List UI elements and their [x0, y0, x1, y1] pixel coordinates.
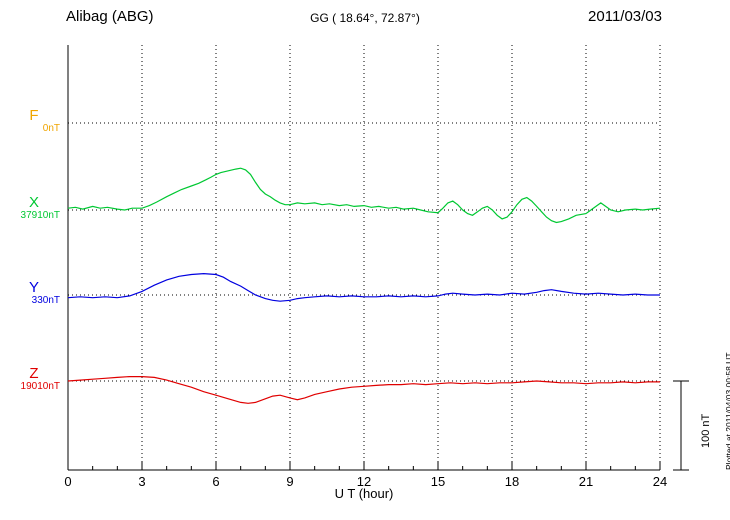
channel-Y: Y 330nT — [8, 280, 60, 306]
x-tick-label-24: 24 — [653, 474, 667, 489]
geographic-coordinates: GG ( 18.64°, 72.87°) — [310, 11, 420, 25]
channel-F: F 0nT — [8, 108, 60, 134]
channel-F-baseline: 0nT — [42, 123, 60, 134]
observation-date: 2011/03/03 — [588, 8, 662, 25]
channel-Y-baseline: 330nT — [31, 295, 60, 306]
x-tick-label-15: 15 — [431, 474, 445, 489]
channel-Z: Z 19010nT — [8, 366, 60, 392]
x-tick-label-3: 3 — [138, 474, 145, 489]
plotted-at-note: Plotted at 2011/04/03 00:58 UT — [724, 352, 730, 470]
x-tick-label-0: 0 — [64, 474, 71, 489]
channel-X-baseline: 37910nT — [20, 210, 60, 221]
scale-bar-label: 100 nT — [700, 413, 712, 448]
x-tick-label-6: 6 — [212, 474, 219, 489]
trace-Y — [67, 272, 660, 302]
channel-Y-label: Y — [28, 279, 39, 296]
channel-Z-baseline: 19010nT — [20, 381, 60, 392]
x-tick-label-12: 12 — [357, 474, 371, 489]
x-tick-label-21: 21 — [579, 474, 593, 489]
x-tick-label-18: 18 — [505, 474, 519, 489]
x-axis-label: U T (hour) — [334, 486, 394, 501]
x-tick-label-9: 9 — [286, 474, 293, 489]
station-title: Alibag (ABG) — [66, 8, 154, 25]
trace-X — [67, 167, 661, 224]
channel-X-label: X — [28, 194, 39, 211]
channel-Z-label: Z — [29, 365, 39, 382]
channel-X: X 37910nT — [8, 195, 60, 221]
channel-F-label: F — [29, 107, 39, 124]
trace-Z — [67, 376, 660, 404]
